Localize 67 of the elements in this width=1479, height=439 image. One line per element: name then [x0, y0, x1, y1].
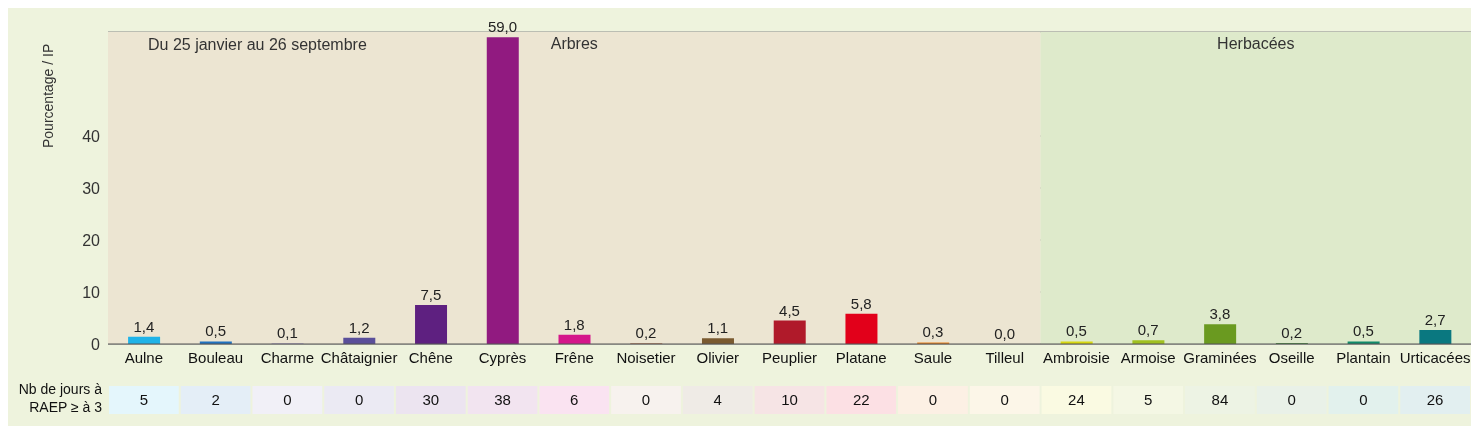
- data-label: 2: [211, 391, 220, 408]
- x-tick-label: Urticacées: [1399, 348, 1471, 366]
- x-tick-label: Ambroisie: [1043, 348, 1110, 366]
- annotation: Du 25 janvier au 26 septembre: [148, 36, 367, 54]
- x-tick-label: Oseille: [1268, 348, 1315, 366]
- x-tick-label: Châtaignier: [320, 348, 398, 366]
- data-label: 59,0: [487, 18, 518, 36]
- x-tick-label: Armoise: [1120, 348, 1176, 366]
- data-label: 0: [1359, 391, 1368, 408]
- data-label: 5: [1144, 391, 1153, 408]
- x-tick-label: Plantain: [1336, 348, 1391, 366]
- data-label: 5: [139, 391, 149, 408]
- data-label: 0,3: [922, 323, 944, 341]
- data-label: 5,8: [850, 294, 872, 312]
- data-label: 0: [641, 391, 651, 408]
- data-label: 10: [781, 391, 798, 408]
- data-label: 24: [1068, 391, 1085, 408]
- y-tick-label: 40: [82, 127, 101, 145]
- data-label: 0: [1287, 391, 1296, 408]
- data-label: 1,2: [348, 318, 370, 336]
- y-tick-label: 30: [82, 179, 101, 197]
- data-label: 3,8: [1209, 305, 1231, 323]
- x-tick-label: Charme: [260, 348, 315, 366]
- y-tick-label: 20: [82, 231, 101, 249]
- x-tick-label: Platane: [835, 348, 887, 366]
- x-tick-label: Peuplier: [761, 348, 818, 366]
- data-label: 0: [928, 391, 938, 408]
- data-label: 0,5: [1352, 322, 1374, 340]
- x-tick-label: Olivier: [696, 348, 740, 366]
- data-label: 6: [570, 391, 579, 408]
- x-tick-label: Tilleul: [985, 348, 1025, 366]
- data-label: 38: [494, 391, 511, 408]
- x-tick-label: Noisetier: [616, 348, 676, 366]
- data-label: 0,2: [1281, 323, 1303, 341]
- data-label: 22: [852, 391, 870, 408]
- text: Nb de jours à RAEP ≥ à 3: [17, 380, 102, 416]
- data-label: 0,5: [205, 322, 227, 340]
- data-label: 2,7: [1424, 310, 1446, 328]
- x-tick-label: Cyprès: [478, 348, 527, 366]
- data-label: 26: [1426, 391, 1444, 408]
- y-tick-label: 0: [91, 335, 101, 353]
- data-label: 0,1: [276, 324, 298, 342]
- x-tick-label: Frêne: [554, 348, 594, 366]
- x-tick-label: Saule: [913, 348, 953, 366]
- y-axis-title: Pourcentage / IP: [39, 43, 56, 148]
- data-label: 84: [1211, 391, 1229, 408]
- data-label: 0,7: [1137, 321, 1159, 339]
- data-label: 4,5: [779, 301, 800, 319]
- data-label: 0: [1000, 391, 1009, 408]
- data-label: 0: [283, 391, 292, 408]
- x-tick-label: Graminées: [1183, 348, 1257, 366]
- data-label: 0,2: [635, 323, 657, 341]
- x-tick-label: Chêne: [408, 348, 453, 366]
- data-label: 1,4: [133, 317, 155, 335]
- data-label: 1,8: [563, 315, 585, 333]
- data-label: 0,0: [994, 325, 1016, 342]
- x-tick-label: Aulne: [124, 348, 164, 366]
- data-label: 7,5: [420, 286, 442, 303]
- band-label: Arbres: [550, 35, 598, 53]
- x-tick-label: Bouleau: [188, 348, 244, 366]
- data-label: 30: [422, 391, 440, 408]
- data-label: 1,1: [707, 319, 729, 337]
- data-label: 0,5: [1066, 322, 1087, 340]
- y-tick-label: 10: [82, 283, 101, 301]
- data-label: 0: [354, 391, 364, 408]
- band-label: Herbacées: [1217, 35, 1295, 53]
- data-label: 4: [713, 391, 722, 408]
